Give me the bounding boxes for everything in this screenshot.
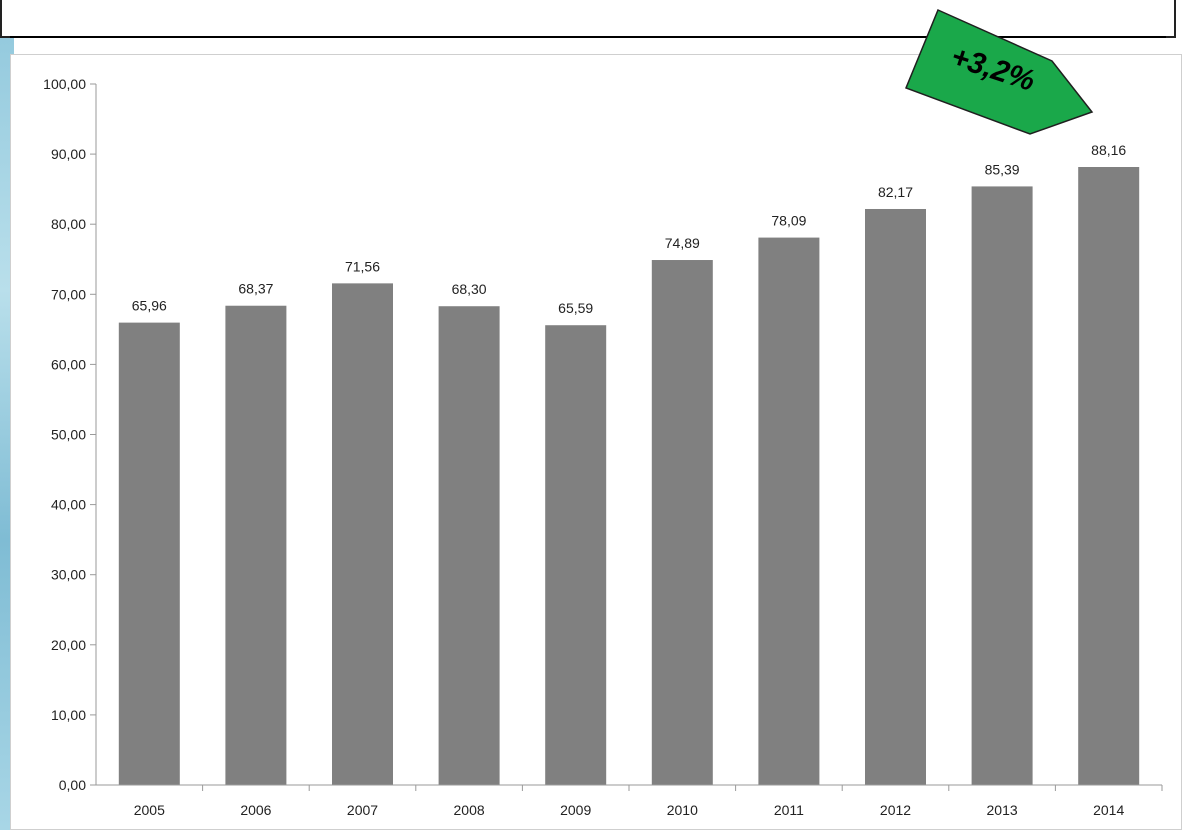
x-tick-label-2011: 2011 [774, 802, 804, 818]
bar-2011 [758, 237, 820, 785]
bar-2010 [651, 260, 713, 785]
bar-2008 [438, 306, 500, 785]
data-label-2013: 85,39 [985, 161, 1020, 177]
growth-badge: +3,2% [905, 8, 1094, 135]
data-label-2012: 82,17 [878, 184, 913, 200]
y-axis: 0,00 10,00 20,00 30,00 40,00 50,00 60,00 70,00 8… [43, 76, 97, 793]
bar-2009 [545, 325, 607, 785]
x-tick-label-2009: 2009 [560, 802, 591, 818]
data-labels: 65,96 68,37 71,56 68,30 65,59 74,89 78,09 82,17… [132, 142, 1127, 316]
y-tick-label: 80,00 [51, 216, 86, 232]
x-tick-label-2008: 2008 [454, 802, 485, 818]
x-tick-label-2013: 2013 [987, 802, 1018, 818]
bar-2014 [1078, 166, 1140, 785]
bar-2005 [118, 322, 180, 785]
y-tick-label: 20,00 [51, 637, 86, 653]
x-tick-label-2006: 2006 [240, 802, 271, 818]
bar-2007 [332, 283, 393, 785]
x-axis: 2005 2006 2007 2008 2009 2010 2011 2012 2013 2014 [90, 784, 1163, 818]
data-label-2010: 74,89 [665, 235, 700, 251]
x-tick-label-2010: 2010 [667, 802, 698, 818]
y-tick-label: 60,00 [51, 356, 86, 372]
bars [118, 166, 1140, 786]
data-label-2011: 78,09 [771, 213, 806, 229]
bar-2012 [865, 208, 926, 786]
y-tick-label: 0,00 [59, 777, 86, 793]
data-label-2007: 71,56 [345, 258, 380, 274]
data-label-2008: 68,30 [452, 281, 487, 297]
data-label-2009: 65,59 [558, 300, 593, 316]
y-tick-label: 30,00 [51, 567, 86, 583]
y-tick-label: 50,00 [51, 427, 86, 443]
growth-arrow-shape [905, 8, 1094, 135]
y-tick-label: 100,00 [43, 76, 86, 92]
bar-2006 [225, 305, 287, 785]
y-tick-label: 10,00 [51, 707, 86, 723]
data-label-2006: 68,37 [238, 281, 273, 297]
data-label-2014: 88,16 [1091, 142, 1126, 158]
x-tick-label-2007: 2007 [347, 802, 378, 818]
y-tick-label: 40,00 [51, 497, 86, 513]
data-label-2005: 65,96 [132, 298, 167, 314]
bar-2013 [971, 186, 1033, 785]
y-tick-label: 70,00 [51, 286, 86, 302]
x-tick-label-2014: 2014 [1093, 802, 1124, 818]
x-tick-label-2005: 2005 [134, 802, 165, 818]
x-tick-label-2012: 2012 [880, 802, 911, 818]
y-tick-label: 90,00 [51, 146, 86, 162]
